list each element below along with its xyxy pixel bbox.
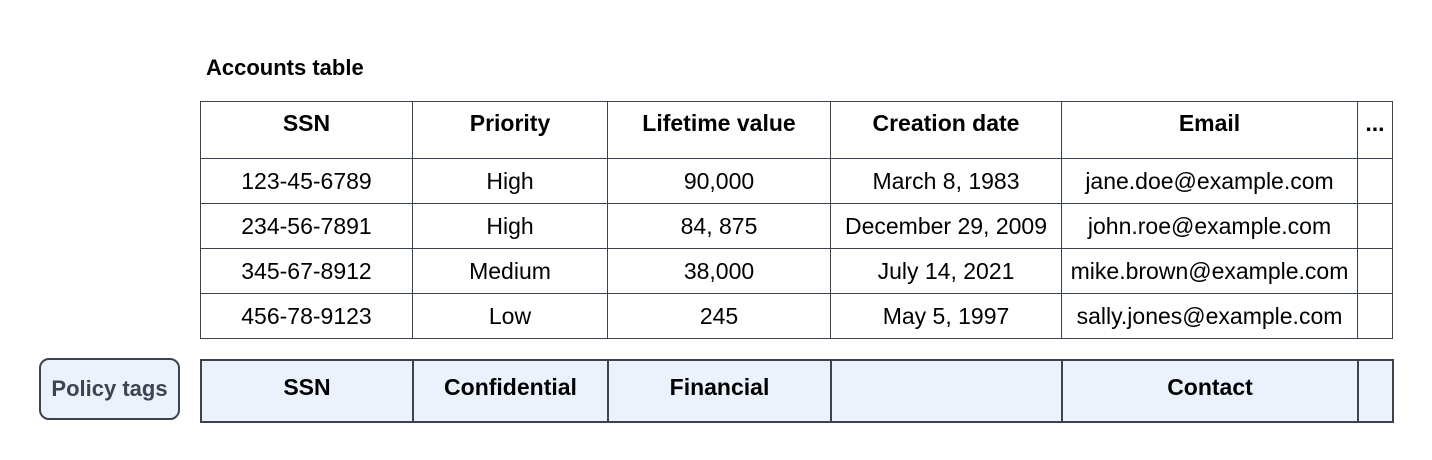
table-title: Accounts table	[206, 55, 364, 80]
cell-email: jane.doe@example.com	[1061, 158, 1358, 204]
policy-tag-email-column: Contact	[1061, 359, 1359, 423]
cell-more-columns	[1357, 293, 1393, 339]
cell-email: mike.brown@example.com	[1061, 248, 1358, 294]
accounts-table: SSN Priority Lifetime value Creation dat…	[200, 101, 1393, 339]
table-row: 345-67-8912 Medium 38,000 July 14, 2021 …	[200, 248, 1393, 294]
header-cell-ssn: SSN	[200, 101, 413, 159]
policy-tags-table: SSN Confidential Financial Contact	[200, 359, 1394, 423]
header-cell-priority: Priority	[412, 101, 608, 159]
cell-creation-date: May 5, 1997	[830, 293, 1062, 339]
header-cell-email: Email	[1061, 101, 1358, 159]
cell-ssn: 345-67-8912	[200, 248, 413, 294]
cell-priority: High	[412, 158, 608, 204]
cell-priority: High	[412, 203, 608, 249]
cell-lifetime-value: 38,000	[607, 248, 831, 294]
header-cell-creation-date: Creation date	[830, 101, 1062, 159]
cell-lifetime-value: 84, 875	[607, 203, 831, 249]
cell-priority: Medium	[412, 248, 608, 294]
accounts-header-row: SSN Priority Lifetime value Creation dat…	[200, 101, 1393, 159]
policy-tag-lifetime-value-column: Financial	[607, 359, 832, 423]
policy-tag-ssn-column: SSN	[200, 359, 414, 423]
cell-lifetime-value: 245	[607, 293, 831, 339]
header-cell-lifetime-value: Lifetime value	[607, 101, 831, 159]
table-row: 123-45-6789 High 90,000 March 8, 1983 ja…	[200, 158, 1393, 204]
header-cell-more-columns: ...	[1357, 101, 1393, 159]
table-row: 456-78-9123 Low 245 May 5, 1997 sally.jo…	[200, 293, 1393, 339]
policy-tag-more-column	[1357, 359, 1394, 423]
cell-more-columns	[1357, 158, 1393, 204]
cell-creation-date: July 14, 2021	[830, 248, 1062, 294]
table-row: 234-56-7891 High 84, 875 December 29, 20…	[200, 203, 1393, 249]
cell-creation-date: December 29, 2009	[830, 203, 1062, 249]
cell-ssn: 456-78-9123	[200, 293, 413, 339]
cell-lifetime-value: 90,000	[607, 158, 831, 204]
cell-ssn: 234-56-7891	[200, 203, 413, 249]
policy-tag-priority-column: Confidential	[412, 359, 609, 423]
cell-more-columns	[1357, 203, 1393, 249]
policy-tags-button[interactable]: Policy tags	[39, 358, 180, 420]
policy-tags-row: SSN Confidential Financial Contact	[200, 359, 1394, 423]
policy-tag-creation-date-column	[830, 359, 1063, 423]
cell-priority: Low	[412, 293, 608, 339]
cell-email: sally.jones@example.com	[1061, 293, 1358, 339]
cell-ssn: 123-45-6789	[200, 158, 413, 204]
cell-email: john.roe@example.com	[1061, 203, 1358, 249]
cell-creation-date: March 8, 1983	[830, 158, 1062, 204]
cell-more-columns	[1357, 248, 1393, 294]
